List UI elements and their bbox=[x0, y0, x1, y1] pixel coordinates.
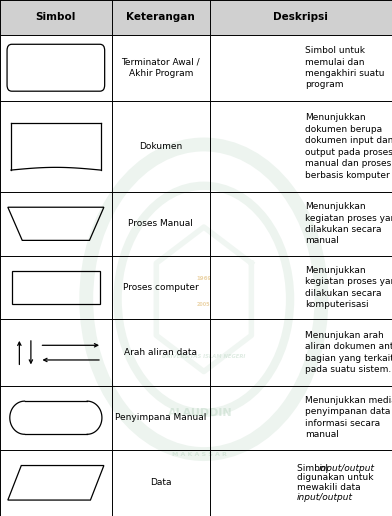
Text: UNIVERSITAS ISLAM NEGERI: UNIVERSITAS ISLAM NEGERI bbox=[162, 353, 245, 359]
Text: Menunjukkan
kegiatan proses yang
dilakukan secara
komputerisasi: Menunjukkan kegiatan proses yang dilakuk… bbox=[305, 266, 392, 309]
Text: Simbol: Simbol bbox=[297, 464, 331, 473]
Text: Menunjukkan
kegiatan proses yang
dilakukan secara
manual: Menunjukkan kegiatan proses yang dilakuk… bbox=[305, 202, 392, 246]
Text: Proses Manual: Proses Manual bbox=[128, 219, 193, 228]
Text: ALAUDDIN: ALAUDDIN bbox=[168, 408, 232, 418]
Text: 1969: 1969 bbox=[196, 276, 212, 281]
Text: Penyimpana Manual: Penyimpana Manual bbox=[115, 413, 207, 422]
Bar bbox=[0, 0, 392, 35]
Text: Deskripsi: Deskripsi bbox=[274, 12, 328, 22]
Text: Simbol untuk
memulai dan
mengakhiri suatu
program: Simbol untuk memulai dan mengakhiri suat… bbox=[305, 46, 384, 89]
Text: Terminator Awal /
Akhir Program: Terminator Awal / Akhir Program bbox=[122, 57, 200, 78]
Text: Keterangan: Keterangan bbox=[126, 12, 195, 22]
Text: 2005: 2005 bbox=[197, 302, 211, 307]
Text: Dokumen: Dokumen bbox=[139, 142, 182, 151]
Text: input/output: input/output bbox=[319, 464, 374, 473]
Text: Menunjukkan
dokumen berupa
dokumen input dan
output pada proses
manual dan prose: Menunjukkan dokumen berupa dokumen input… bbox=[305, 114, 392, 180]
Text: Arah aliran data: Arah aliran data bbox=[124, 348, 197, 357]
Bar bbox=[12, 271, 100, 304]
Text: input/output: input/output bbox=[297, 493, 353, 502]
Text: Proses computer: Proses computer bbox=[123, 283, 199, 292]
Text: mewakili data: mewakili data bbox=[297, 483, 361, 492]
Text: Data: Data bbox=[150, 478, 171, 487]
Text: Menunjukkan media
penyimpanan data /
informasi secara
manual: Menunjukkan media penyimpanan data / inf… bbox=[305, 396, 392, 440]
Text: digunakan untuk: digunakan untuk bbox=[297, 473, 374, 482]
Text: Simbol: Simbol bbox=[36, 12, 76, 22]
Text: Menunjukan arah
aliran dokumen antar
bagian yang terkait
pada suatu sistem.: Menunjukan arah aliran dokumen antar bag… bbox=[305, 331, 392, 374]
Text: M A K A S S A R: M A K A S S A R bbox=[172, 452, 227, 457]
